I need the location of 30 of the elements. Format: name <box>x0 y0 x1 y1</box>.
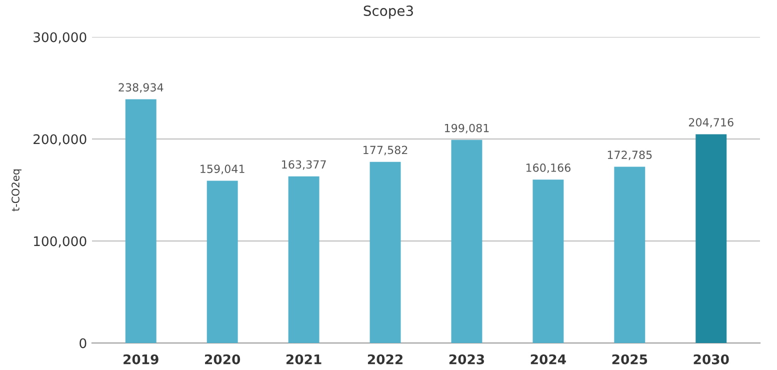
chart-title: Scope3 <box>364 6 413 19</box>
bar <box>614 166 646 343</box>
bar <box>370 162 401 343</box>
x-tick-label: 2025 <box>612 354 648 364</box>
bar <box>125 99 156 343</box>
bar <box>206 180 238 343</box>
data-label: 172,785 <box>608 150 652 160</box>
bar <box>532 180 564 343</box>
y-tick-label: 200,000 <box>34 134 86 146</box>
x-tick-label: 2019 <box>124 354 158 364</box>
y-tick-label: 100,000 <box>34 236 86 248</box>
data-label: 204,716 <box>688 118 734 128</box>
data-label: 159,041 <box>200 164 244 174</box>
data-label: 163,377 <box>282 160 326 170</box>
y-axis-title: t-CO2eq <box>12 169 22 212</box>
bar <box>696 134 727 343</box>
y-tick-label: 300,000 <box>34 32 86 44</box>
data-label: 199,081 <box>444 124 489 134</box>
x-tick-label: 2020 <box>205 354 240 364</box>
x-tick-label: 2023 <box>449 354 484 364</box>
bar <box>451 140 482 343</box>
x-tick-label: 2022 <box>368 354 402 364</box>
x-tick-label: 2024 <box>530 354 566 364</box>
x-tick-label: 2030 <box>694 354 729 364</box>
data-label: 177,582 <box>364 146 408 156</box>
data-label: 160,166 <box>526 164 570 174</box>
x-tick-label: 2021 <box>286 354 322 364</box>
data-label: 238,934 <box>118 83 164 93</box>
y-tick-label: 0 <box>80 338 86 348</box>
bar <box>288 176 320 343</box>
